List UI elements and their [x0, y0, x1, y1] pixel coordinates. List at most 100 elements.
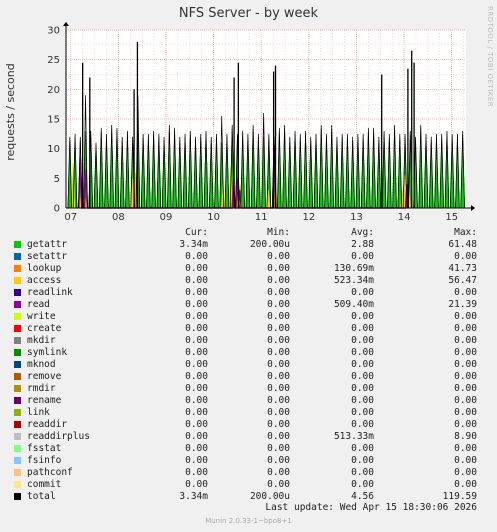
legend-min: 0.00	[267, 335, 290, 346]
legend-label: create	[27, 323, 62, 334]
legend-row-getattr: getattr 3.34m 200.00u 2.88 61.48	[0, 239, 497, 251]
y-tick-label: 30	[47, 26, 60, 37]
legend-max: 0.00	[454, 419, 477, 430]
legend-avg: 4.56	[351, 491, 374, 502]
legend-row-mkdir: mkdir 0.00 0.00 0.00 0.00	[0, 335, 497, 347]
legend-row-fsstat: fsstat 0.00 0.00 0.00 0.00	[0, 443, 497, 455]
legend-row-symlink: symlink 0.00 0.00 0.00 0.00	[0, 347, 497, 359]
legend-min: 0.00	[267, 383, 290, 394]
legend-row-mknod: mknod 0.00 0.00 0.00 0.00	[0, 359, 497, 371]
legend-swatch	[14, 277, 21, 284]
x-tick-labels: 07 08 09 10 11 12 13 14 15	[64, 212, 458, 223]
legend-min: 0.00	[267, 287, 290, 298]
legend-label: remove	[27, 371, 62, 382]
legend-min: 0.00	[267, 251, 290, 262]
legend-cur: 0.00	[185, 371, 208, 382]
legend-swatch	[14, 433, 21, 440]
y-axis-arrow	[63, 22, 69, 26]
legend-min: 0.00	[267, 419, 290, 430]
legend-cur: 0.00	[185, 443, 208, 454]
munin-version: Munin 2.0.33-1~bpo8+1	[205, 517, 292, 525]
y-tick-label: 20	[47, 85, 60, 96]
legend-max: 0.00	[454, 443, 477, 454]
legend-row-pathconf: pathconf 0.00 0.00 0.00 0.00	[0, 467, 497, 479]
legend-row-access: access 0.00 0.00 523.34m 56.47	[0, 275, 497, 287]
legend-row-rmdir: rmdir 0.00 0.00 0.00 0.00	[0, 383, 497, 395]
legend-row-readdirplus: readdirplus 0.00 0.00 513.33m 8.90	[0, 431, 497, 443]
legend-swatch	[14, 457, 21, 464]
legend-avg: 523.34m	[333, 275, 374, 286]
y-tick-label: 5	[54, 174, 60, 185]
legend-avg: 0.00	[351, 479, 374, 490]
legend-max: 0.00	[454, 359, 477, 370]
legend-max: 0.00	[454, 287, 477, 298]
legend-swatch	[14, 397, 21, 404]
legend-cur: 0.00	[185, 335, 208, 346]
legend-row-rename: rename 0.00 0.00 0.00 0.00	[0, 395, 497, 407]
legend-min: 0.00	[267, 443, 290, 454]
x-tick-label: 10	[207, 212, 220, 223]
legend-label: mkdir	[27, 335, 56, 346]
y-tick-label: 25	[47, 55, 60, 66]
legend-row-write: write 0.00 0.00 0.00 0.00	[0, 311, 497, 323]
legend-min: 0.00	[267, 311, 290, 322]
legend-avg: 0.00	[351, 287, 374, 298]
legend-min: 0.00	[267, 347, 290, 358]
legend-label: mknod	[27, 359, 56, 370]
x-tick-label: 09	[160, 212, 173, 223]
x-tick-label: 08	[112, 212, 125, 223]
legend-swatch	[14, 313, 21, 320]
legend-avg: 0.00	[351, 407, 374, 418]
chart-canvas: 0 5 10 15 20 25 30 07 08 09 10 11 12 13 14 15	[47, 22, 475, 223]
legend-avg: 0.00	[351, 359, 374, 370]
legend-avg: 2.88	[351, 239, 374, 250]
legend-max: 41.73	[448, 263, 477, 274]
legend-max: 61.48	[448, 239, 477, 250]
legend-row-fsinfo: fsinfo 0.00 0.00 0.00 0.00	[0, 455, 497, 467]
legend-label: commit	[27, 479, 62, 490]
legend-cur: 0.00	[185, 299, 208, 310]
x-tick-label: 14	[398, 212, 411, 223]
legend-swatch	[14, 469, 21, 476]
legend-min: 0.00	[267, 479, 290, 490]
legend-max: 0.00	[454, 311, 477, 322]
legend-avg: 0.00	[351, 347, 374, 358]
legend-label: readdirplus	[27, 431, 90, 442]
legend-min: 0.00	[267, 395, 290, 406]
legend-cur: 0.00	[185, 467, 208, 478]
legend-min: 0.00	[267, 407, 290, 418]
legend-avg: 130.69m	[333, 263, 374, 274]
legend-max: 0.00	[454, 383, 477, 394]
legend-swatch	[14, 373, 21, 380]
legend-avg: 0.00	[351, 311, 374, 322]
legend-swatch	[14, 385, 21, 392]
legend-label: fsinfo	[27, 455, 62, 466]
legend-label: write	[27, 311, 56, 322]
legend-swatch	[14, 253, 21, 260]
legend-cur: 0.00	[185, 251, 208, 262]
legend-swatch	[14, 445, 21, 452]
legend-max: 0.00	[454, 251, 477, 262]
legend-label: readlink	[27, 287, 73, 298]
legend-label: read	[27, 299, 50, 310]
legend-cur: 0.00	[185, 455, 208, 466]
legend-swatch	[14, 337, 21, 344]
legend-swatch	[14, 481, 21, 488]
legend-swatch	[14, 361, 21, 368]
legend-min: 0.00	[267, 431, 290, 442]
legend-row-read: read 0.00 0.00 509.40m 21.39	[0, 299, 497, 311]
legend-min: 0.00	[267, 359, 290, 370]
legend-label: pathconf	[27, 467, 73, 478]
legend-label: access	[27, 275, 62, 286]
legend-swatch	[14, 493, 21, 500]
legend-label: link	[27, 407, 50, 418]
legend-max: 0.00	[454, 467, 477, 478]
legend-swatch	[14, 289, 21, 296]
legend-label: rename	[27, 395, 62, 406]
legend-cur: 0.00	[185, 347, 208, 358]
legend-max: 119.59	[442, 491, 477, 502]
legend-cur: 3.34m	[179, 239, 208, 250]
legend-row-setattr: setattr 0.00 0.00 0.00 0.00	[0, 251, 497, 263]
legend-min: 0.00	[267, 371, 290, 382]
legend-min: 0.00	[267, 263, 290, 274]
